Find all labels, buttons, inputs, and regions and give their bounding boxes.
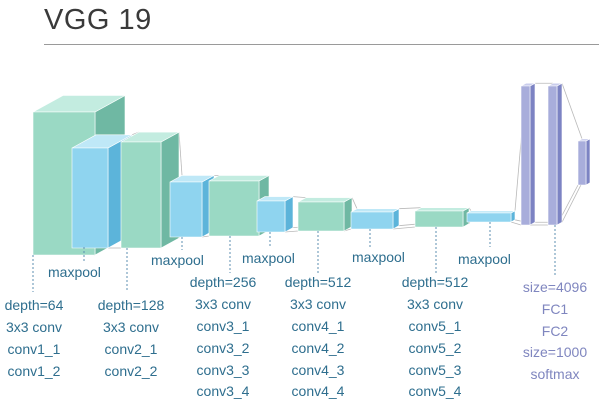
block2-kernel: 3x3 conv — [103, 319, 159, 335]
block3-conv4: conv3_4 — [197, 383, 250, 399]
connector-line — [561, 83, 583, 139]
box-side-face — [284, 196, 294, 233]
layer-pool4 — [350, 208, 400, 230]
leader-lines — [32, 222, 556, 292]
fc-size-2: size=1000 — [523, 344, 587, 360]
connector-line — [398, 207, 422, 210]
block5-depth: depth=512 — [402, 274, 469, 290]
block4-depth: depth=512 — [285, 274, 352, 290]
box-top-face — [466, 210, 516, 214]
block1-depth: depth=64 — [5, 297, 64, 313]
layer-pool3 — [256, 196, 294, 233]
box-front-face — [547, 85, 558, 226]
box-front-face — [350, 211, 394, 230]
layer-conv4 — [297, 197, 353, 232]
block1-kernel: 3x3 conv — [6, 319, 62, 335]
block4-conv1: conv4_1 — [292, 318, 345, 334]
block3-text: depth=256 3x3 conv conv3_1 conv3_2 conv3… — [190, 274, 257, 399]
layer-pool5 — [466, 210, 516, 223]
block5-kernel: 3x3 conv — [407, 296, 463, 312]
box-front-face — [520, 85, 531, 226]
fc-size-1: size=4096 — [523, 279, 587, 295]
block2-conv1: conv2_1 — [105, 341, 158, 357]
block4-conv4: conv4_4 — [292, 383, 345, 399]
connector-line — [178, 132, 183, 176]
layer-softmax — [577, 138, 591, 186]
block2-text: depth=128 3x3 conv conv2_1 conv2_2 — [98, 297, 165, 379]
diagram-title: VGG 19 — [44, 4, 152, 36]
connector-line — [284, 230, 299, 233]
maxpool-label-5: maxpool — [458, 251, 511, 267]
block3-conv2: conv3_2 — [197, 340, 250, 356]
fc-text: size=4096 FC1 FC2 size=1000 softmax — [523, 279, 587, 382]
layer-fc2 — [547, 82, 563, 226]
block1-text: depth=64 3x3 conv conv1_1 conv1_2 — [5, 297, 64, 379]
maxpool-label-2: maxpool — [151, 252, 204, 268]
block4-conv2: conv4_2 — [292, 340, 345, 356]
connector-line — [201, 235, 210, 238]
block2-depth: depth=128 — [98, 297, 165, 313]
box-front-face — [297, 201, 345, 232]
box-top-face — [414, 207, 470, 212]
block4-text: depth=512 3x3 conv conv4_1 conv4_2 conv4… — [285, 274, 352, 399]
box-front-face — [208, 180, 260, 237]
box-top-face — [297, 197, 353, 203]
layer-fc1 — [520, 82, 536, 226]
connector-line — [510, 221, 522, 226]
box-front-face — [120, 141, 162, 249]
connector-line — [392, 226, 416, 230]
fc-fc2: FC2 — [542, 323, 569, 339]
box-front-face — [414, 210, 464, 228]
block5-text: depth=512 3x3 conv conv5_1 conv5_2 conv5… — [402, 274, 469, 399]
block5-conv1: conv5_1 — [409, 318, 462, 334]
block5-conv2: conv5_2 — [409, 340, 462, 356]
block4-kernel: 3x3 conv — [290, 296, 346, 312]
block3-depth: depth=256 — [190, 274, 257, 290]
box-top-face — [350, 208, 400, 213]
connector-line — [561, 182, 583, 223]
connector-line — [351, 197, 358, 209]
layer-conv5 — [414, 207, 470, 228]
box-side-face — [529, 82, 536, 226]
box-top-face — [208, 175, 270, 182]
block3-kernel: 3x3 conv — [195, 296, 251, 312]
block5-conv4: conv5_4 — [409, 383, 462, 399]
block1-conv2: conv1_2 — [8, 363, 61, 379]
block3-conv3: conv3_3 — [197, 362, 250, 378]
block3-conv1: conv3_1 — [197, 318, 250, 334]
box-front-face — [577, 140, 587, 186]
block2-conv2: conv2_2 — [105, 363, 158, 379]
box-front-face — [466, 212, 512, 223]
fc-fc1: FC1 — [542, 301, 569, 317]
box-side-face — [556, 82, 563, 226]
title-divider — [44, 44, 599, 45]
block1-conv1: conv1_1 — [8, 341, 61, 357]
block5-conv3: conv5_3 — [409, 362, 462, 378]
maxpool-label-3: maxpool — [242, 250, 295, 266]
maxpool-label-1: maxpool — [48, 264, 101, 280]
box-front-face — [71, 147, 109, 249]
fc-softmax: softmax — [530, 366, 579, 382]
maxpool-label-4: maxpool — [352, 249, 405, 265]
box-side-face — [585, 138, 591, 186]
box-front-face — [256, 200, 286, 233]
box-front-face — [169, 181, 203, 238]
layer-pool2 — [169, 174, 215, 238]
block4-conv3: conv4_3 — [292, 362, 345, 378]
connector-line — [292, 196, 307, 198]
connector-line — [468, 207, 472, 212]
